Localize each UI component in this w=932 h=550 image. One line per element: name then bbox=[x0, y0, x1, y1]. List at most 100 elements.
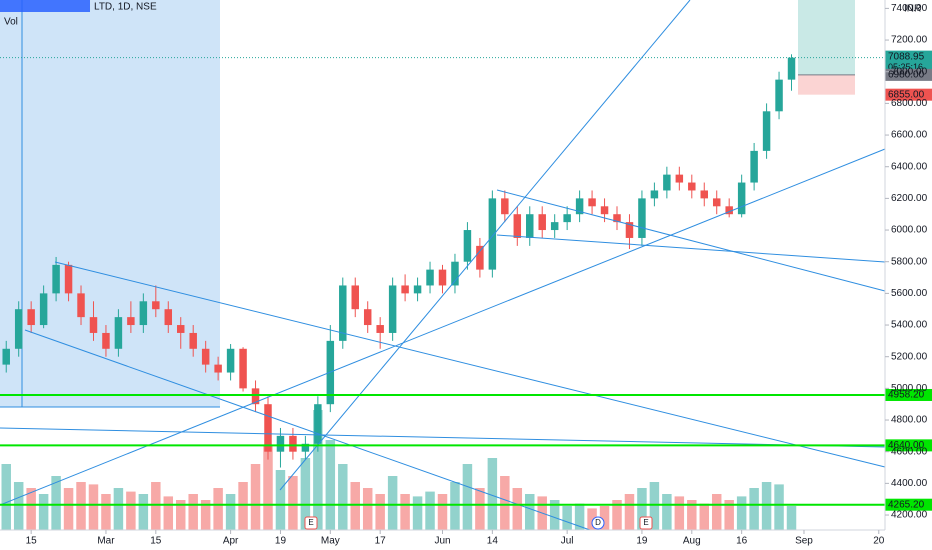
volume-bar bbox=[562, 506, 572, 530]
candle-body bbox=[376, 325, 384, 333]
volume-bar bbox=[637, 488, 647, 530]
candle-body bbox=[625, 222, 634, 238]
candle-body bbox=[426, 269, 434, 286]
candle-body bbox=[787, 57, 796, 80]
volume-bar bbox=[163, 496, 174, 530]
x-tick-label: Jun bbox=[434, 536, 450, 547]
volume-bar bbox=[624, 494, 635, 530]
volume-bar bbox=[612, 500, 622, 530]
candle-layer bbox=[2, 54, 796, 468]
candle-body bbox=[638, 198, 646, 238]
volume-bar bbox=[711, 494, 722, 530]
candle-body bbox=[388, 285, 397, 333]
volume-bar bbox=[101, 494, 111, 530]
volume-bar bbox=[76, 482, 86, 530]
x-tick-label: 19 bbox=[275, 536, 287, 547]
entry-label: 6980.00 bbox=[888, 70, 925, 81]
candle-body bbox=[725, 206, 733, 215]
candle-body bbox=[339, 285, 347, 341]
candle-body bbox=[575, 198, 584, 215]
event-label: D bbox=[595, 518, 601, 527]
x-tick-label: 16 bbox=[736, 536, 748, 547]
candle-body bbox=[650, 190, 659, 199]
x-tick-label: Sep bbox=[795, 536, 813, 547]
y-tick-label: 7400.00 bbox=[891, 3, 928, 14]
target-zone bbox=[798, 0, 855, 75]
volume-bar bbox=[51, 476, 61, 530]
candle-body bbox=[102, 332, 110, 349]
candle-body bbox=[401, 285, 409, 294]
candle-body bbox=[775, 79, 783, 112]
y-tick-label: 6400.00 bbox=[891, 161, 928, 172]
trend-line bbox=[496, 234, 886, 263]
volume-bar bbox=[450, 482, 460, 530]
stop-box bbox=[885, 88, 932, 101]
candle-body bbox=[700, 190, 708, 199]
volume-bar bbox=[512, 488, 523, 530]
y-tick-label: 4200.00 bbox=[891, 510, 928, 521]
x-tick-label: Aug bbox=[683, 536, 701, 547]
volume-bar bbox=[487, 458, 498, 530]
overlay-layer: 4958.20 4640.00 4265.20 7088.9505:25:166980… bbox=[0, 0, 932, 530]
candle-body bbox=[762, 111, 771, 151]
candle-body bbox=[27, 309, 35, 326]
x-tick-label: 15 bbox=[26, 536, 38, 547]
volume-bar bbox=[662, 494, 672, 530]
volume-bar bbox=[400, 494, 410, 530]
candle-body bbox=[600, 206, 609, 215]
volume-bar bbox=[338, 464, 348, 530]
volume-bar bbox=[599, 506, 610, 530]
y-tick-label: 5200.00 bbox=[891, 351, 928, 362]
volume-bar bbox=[288, 476, 298, 530]
candle-body bbox=[139, 301, 148, 326]
candle-body bbox=[526, 214, 534, 238]
x-tick-label: 17 bbox=[375, 536, 387, 547]
candle-body bbox=[588, 198, 596, 207]
y-tick-label: 7200.00 bbox=[891, 35, 928, 46]
candle-body bbox=[301, 443, 310, 452]
volume-bar bbox=[1, 464, 11, 530]
candle-body bbox=[712, 198, 721, 207]
event-label: E bbox=[643, 518, 648, 527]
candle-body bbox=[289, 435, 297, 452]
candle-body bbox=[77, 293, 85, 318]
x-tick-label: Jul bbox=[561, 536, 574, 547]
volume-bar bbox=[786, 506, 797, 530]
level-label: 4958.20 bbox=[888, 390, 925, 401]
volume-bar bbox=[188, 494, 198, 530]
candle-body bbox=[127, 317, 135, 326]
volume-bar bbox=[437, 494, 448, 530]
candle-body bbox=[663, 174, 671, 191]
candle-body bbox=[214, 364, 222, 373]
trend-line bbox=[54, 261, 886, 468]
candle-body bbox=[164, 309, 173, 326]
symbol-badge bbox=[0, 0, 90, 12]
volume-bar bbox=[250, 464, 261, 530]
candle-body bbox=[2, 348, 10, 365]
candle-body bbox=[251, 388, 260, 405]
trend-line bbox=[279, 0, 691, 491]
x-tick-label: Apr bbox=[223, 536, 239, 547]
y-tick-label: 6800.00 bbox=[891, 98, 928, 109]
candle-body bbox=[276, 435, 285, 452]
candle-body bbox=[64, 264, 73, 294]
volume-bar bbox=[699, 503, 709, 530]
candle-body bbox=[613, 214, 621, 223]
candle-body bbox=[89, 317, 98, 333]
candle-body bbox=[451, 261, 459, 286]
trend-lines bbox=[0, 0, 886, 531]
candle-body bbox=[750, 150, 758, 183]
volume-bar bbox=[225, 494, 236, 530]
candle-body bbox=[14, 309, 23, 349]
candle-body bbox=[476, 245, 484, 270]
y-tick-label: 6600.00 bbox=[891, 130, 928, 141]
candle-body bbox=[314, 404, 322, 444]
candle-body bbox=[52, 264, 60, 294]
candle-body bbox=[264, 404, 272, 452]
last-price-label: 7088.95 bbox=[888, 51, 925, 62]
volume-bar bbox=[387, 476, 398, 530]
volume-bar bbox=[238, 482, 248, 530]
candle-body bbox=[501, 198, 509, 215]
y-tick-label: 6000.00 bbox=[891, 225, 928, 236]
